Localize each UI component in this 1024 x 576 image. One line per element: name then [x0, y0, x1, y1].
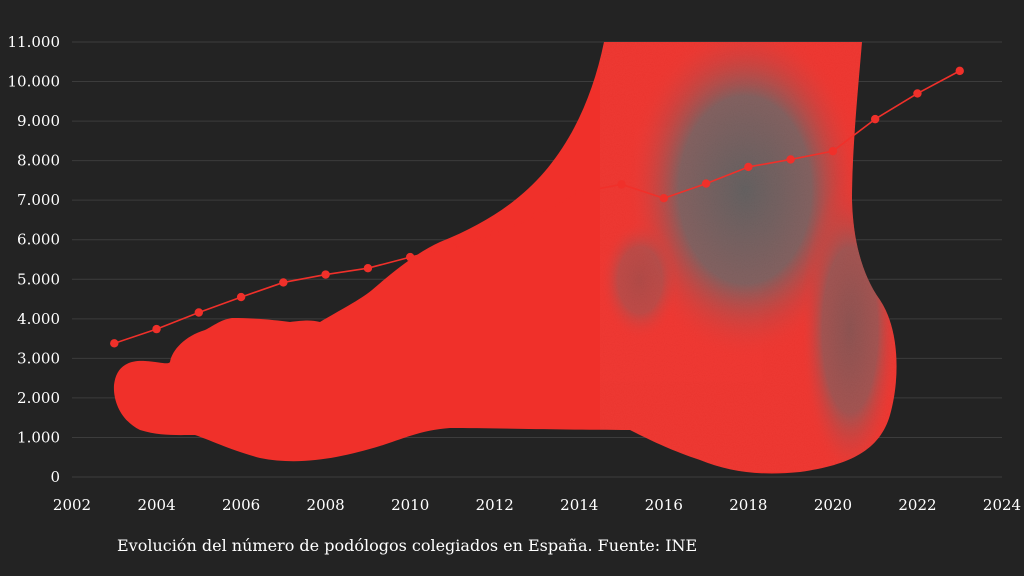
y-tick-label: 0: [50, 468, 60, 486]
data-point-2012: [490, 229, 499, 238]
data-point-2005: [194, 308, 204, 317]
y-axis-tick-labels: 0 1.000 2.000 3.000 4.000 5.000 6.000 7.000 8.00…: [8, 33, 61, 486]
y-tick-label: 7.000: [17, 191, 60, 209]
data-point-2003: [110, 339, 119, 348]
x-tick-label: 2008: [307, 496, 345, 514]
x-tick-label: 2020: [814, 496, 852, 514]
y-tick-label: 10.000: [8, 73, 61, 91]
foot-shading: [600, 42, 897, 474]
data-point-2013: [532, 211, 542, 221]
data-point-2021: [870, 114, 880, 124]
data-point-2016: [659, 194, 669, 203]
foot-illustration: [113, 42, 897, 474]
data-point-2020: [828, 146, 838, 156]
x-tick-label: 2002: [53, 496, 91, 514]
x-tick-label: 2012: [476, 496, 514, 514]
y-tick-label: 5.000: [17, 270, 60, 288]
data-point-2009: [363, 264, 373, 273]
data-point-2014: [575, 188, 584, 197]
x-tick-label: 2006: [222, 496, 260, 514]
data-point-2007: [279, 278, 288, 287]
y-tick-label: 8.000: [17, 152, 60, 170]
data-point-2008: [321, 270, 330, 279]
data-point-2023: [955, 66, 964, 76]
x-tick-label: 2022: [898, 496, 936, 514]
y-tick-label: 6.000: [17, 231, 60, 249]
x-tick-label: 2004: [137, 496, 175, 514]
data-point-2017: [701, 179, 711, 188]
x-tick-label: 2014: [560, 496, 598, 514]
data-point-2006: [236, 292, 246, 302]
data-point-2019: [786, 155, 795, 164]
y-tick-label: 11.000: [8, 33, 61, 51]
x-tick-label: 2016: [645, 496, 683, 514]
y-tick-label: 1.000: [17, 428, 60, 446]
y-tick-label: 9.000: [17, 112, 60, 130]
chart-caption: Evolución del número de podólogos colegi…: [117, 536, 698, 555]
x-tick-label: 2018: [729, 496, 767, 514]
series-layer: [110, 66, 964, 348]
y-tick-label: 3.000: [17, 349, 60, 367]
data-point-2004: [152, 324, 161, 334]
data-point-2015: [617, 180, 626, 189]
x-axis-tick-labels: 2002 2004 2006 2008 2010 2012 2014 2016 2018 2020…: [53, 496, 1021, 514]
x-tick-label: 2010: [391, 496, 429, 514]
y-tick-label: 4.000: [17, 310, 60, 328]
data-point-2010: [405, 252, 415, 262]
x-tick-label: 2024: [983, 496, 1021, 514]
data-point-2022: [913, 89, 922, 98]
data-point-2011: [448, 243, 457, 252]
data-point-2018: [744, 162, 753, 172]
y-tick-label: 2.000: [17, 389, 60, 407]
